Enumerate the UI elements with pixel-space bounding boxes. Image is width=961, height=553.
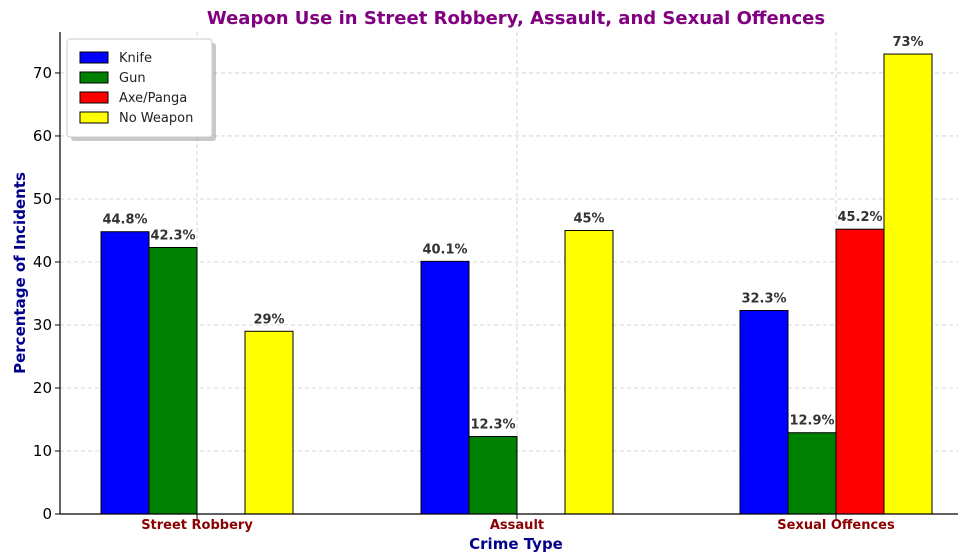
legend-swatch — [79, 71, 109, 84]
y-tick-label: 50 — [33, 190, 52, 208]
bar — [100, 231, 150, 515]
y-tick-label: 0 — [42, 505, 52, 523]
data-label: 12.9% — [789, 414, 834, 429]
data-label: 29% — [253, 312, 284, 327]
data-label: 44.8% — [102, 213, 147, 228]
chart-title: Weapon Use in Street Robbery, Assault, a… — [207, 8, 825, 29]
x-tick-label: Assault — [490, 518, 544, 533]
y-ticks: 0 10 20 30 40 50 60 70 — [33, 64, 60, 523]
x-tick-label: Street Robbery — [141, 518, 253, 533]
bar — [787, 432, 837, 515]
bar — [148, 246, 198, 515]
x-axis-label: Crime Type — [469, 535, 563, 553]
bar — [468, 436, 518, 515]
bar — [564, 229, 614, 515]
legend-entry: No Weapon — [119, 111, 193, 126]
data-label: 45.2% — [837, 210, 882, 225]
legend-swatch — [79, 51, 109, 64]
legend-entry: Knife — [119, 51, 152, 66]
bar — [739, 309, 789, 515]
y-tick-label: 60 — [33, 127, 52, 145]
bar — [244, 330, 294, 515]
x-ticks: Street Robbery Assault Sexual Offences — [141, 514, 895, 533]
y-tick-label: 20 — [33, 379, 52, 397]
bar — [835, 228, 885, 515]
bars — [100, 53, 933, 515]
legend-entry: Axe/Panga — [119, 91, 187, 106]
data-labels: 44.8% 40.1% 32.3% 42.3% 12.3% 12.9% 45.2% 29% 45… — [102, 35, 923, 432]
data-label: 45% — [573, 211, 604, 226]
legend-entry: Gun — [119, 71, 146, 86]
y-tick-label: 40 — [33, 253, 52, 271]
y-tick-label: 10 — [33, 442, 52, 460]
y-tick-label: 30 — [33, 316, 52, 334]
x-tick-label: Sexual Offences — [777, 518, 895, 533]
data-label: 40.1% — [422, 242, 467, 257]
legend-swatch — [79, 91, 109, 104]
data-label: 73% — [892, 35, 923, 50]
data-label: 42.3% — [150, 228, 195, 243]
y-tick-label: 70 — [33, 64, 52, 82]
y-axis-label: Percentage of Incidents — [11, 172, 29, 374]
axes — [59, 32, 958, 515]
legend: Knife Gun Axe/Panga No Weapon — [66, 38, 216, 141]
data-label: 32.3% — [741, 291, 786, 306]
data-label: 12.3% — [470, 418, 515, 433]
bar — [420, 260, 470, 515]
bar — [883, 53, 933, 515]
legend-swatch — [79, 111, 109, 124]
